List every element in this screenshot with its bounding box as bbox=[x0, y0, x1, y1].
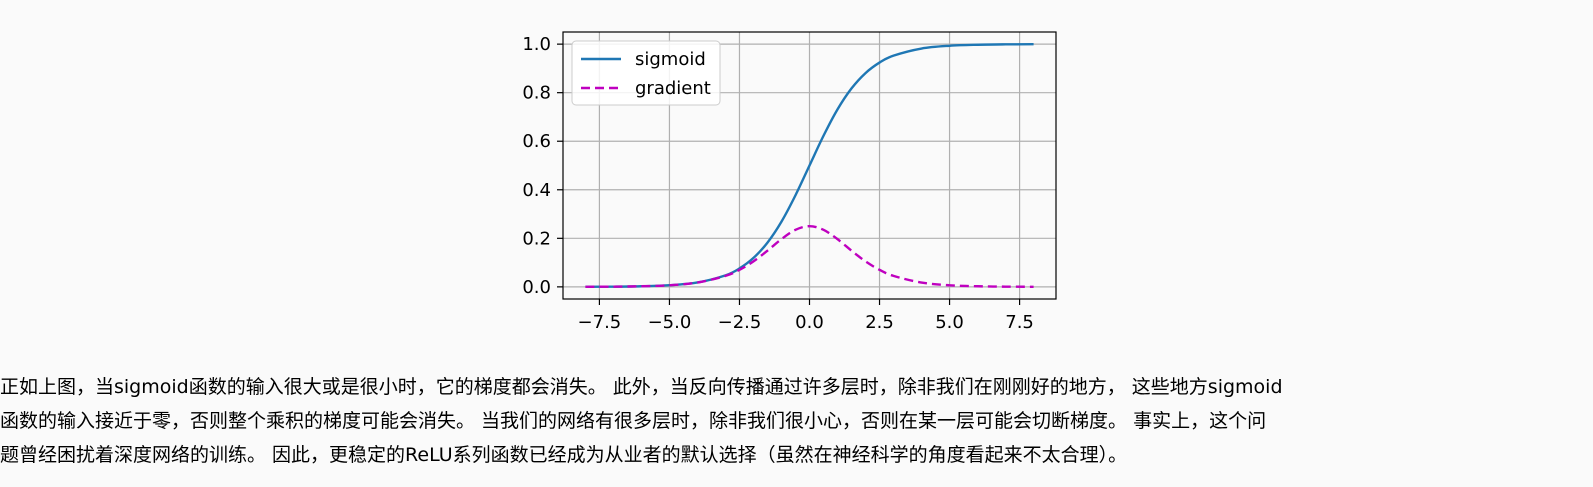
x-tick-label: −2.5 bbox=[718, 312, 762, 333]
chart: −7.5 −5.0 −2.5 0.0 2.5 5.0 7.5 0.0 0.2 0.4 0.6 0.8 1… bbox=[522, 31, 1057, 333]
ticks: −7.5 −5.0 −2.5 0.0 2.5 5.0 7.5 0.0 0.2 0.4 0.6 0.8 1… bbox=[522, 34, 1034, 333]
x-tick-label: 5.0 bbox=[935, 312, 964, 333]
paragraph-line: 函数的输入接近于零，否则整个乘积的梯度可能会消失。 当我们的网络有很多层时，除非… bbox=[0, 410, 1267, 432]
y-tick-label: 0.6 bbox=[522, 131, 551, 152]
x-tick-label: −5.0 bbox=[648, 312, 692, 333]
legend: sigmoid gradient bbox=[571, 40, 721, 106]
y-tick-label: 0.2 bbox=[522, 228, 551, 249]
x-tick-label: 7.5 bbox=[1005, 312, 1034, 333]
x-tick-label: 2.5 bbox=[865, 312, 894, 333]
x-tick-label: 0.0 bbox=[795, 312, 824, 333]
series-line-gradient bbox=[585, 224, 1034, 288]
paragraph-line: 正如上图，当sigmoid函数的输入很大或是很小时，它的梯度都会消失。 此外，当… bbox=[0, 376, 1283, 398]
y-tick-label: 0.0 bbox=[522, 277, 551, 298]
y-tick-label: 0.4 bbox=[522, 180, 551, 201]
x-tick-label: −7.5 bbox=[578, 312, 622, 333]
series-layer bbox=[585, 43, 1034, 288]
paragraph-line: 题曾经困扰着深度网络的训练。 因此，更稳定的ReLU系列函数已经成为从业者的默认… bbox=[0, 444, 1128, 466]
legend-label-gradient: gradient bbox=[635, 78, 711, 99]
y-tick-label: 0.8 bbox=[522, 83, 551, 104]
body-paragraph: 正如上图，当sigmoid函数的输入很大或是很小时，它的梯度都会消失。 此外，当… bbox=[0, 370, 1593, 472]
legend-label-sigmoid: sigmoid bbox=[635, 49, 706, 70]
y-tick-label: 1.0 bbox=[522, 34, 551, 55]
